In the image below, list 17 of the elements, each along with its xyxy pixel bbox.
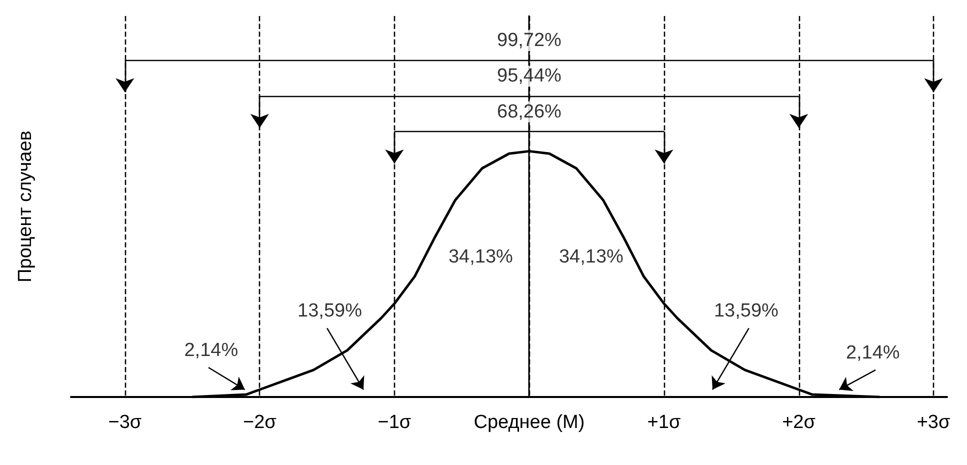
annotation: 34,13% xyxy=(448,246,514,268)
annotation: 13,59% xyxy=(714,300,779,322)
x-tick-label: −1σ xyxy=(378,412,412,433)
text: 99,72% xyxy=(496,30,562,52)
text: 95,44% xyxy=(496,66,562,87)
annotation: 2,14% xyxy=(184,340,238,361)
x-tick-label: +3σ xyxy=(916,412,950,433)
x-tick-label: Среднее (M) xyxy=(474,412,585,433)
x-tick-label: −2σ xyxy=(242,412,277,433)
text: 68,26% xyxy=(496,101,562,122)
x-tick-label: +1σ xyxy=(647,412,681,433)
y-axis-title: Процент случаев xyxy=(15,130,36,282)
x-tick-label: −3σ xyxy=(108,412,142,433)
annotation: 34,13% xyxy=(558,246,624,268)
x-tick-label: +2σ xyxy=(782,412,816,433)
annotation: 13,59% xyxy=(298,300,362,322)
annotation: 2,14% xyxy=(846,342,900,364)
